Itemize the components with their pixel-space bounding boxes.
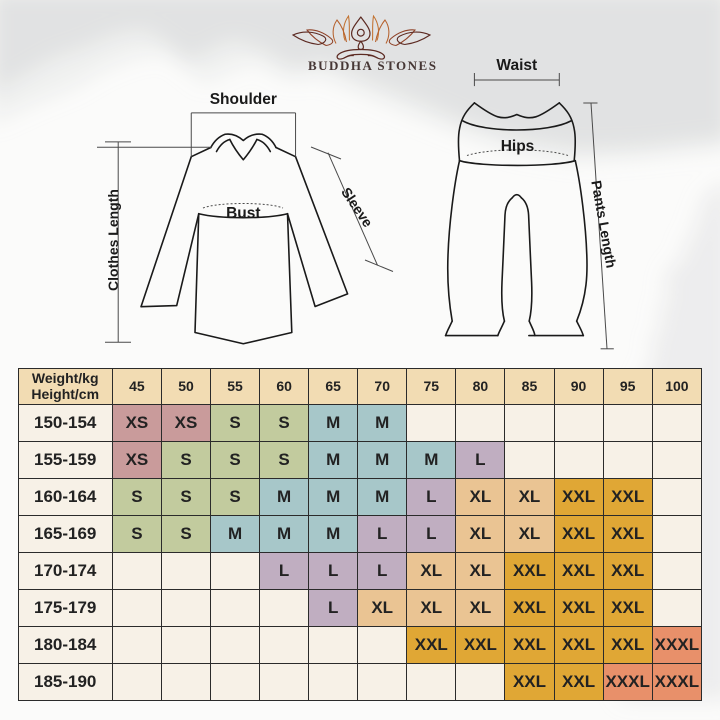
svg-text:Bust: Bust [226,205,260,222]
svg-text:Pants Length: Pants Length [588,179,619,269]
svg-text:Sleeve: Sleeve [338,184,376,230]
svg-text:Hips: Hips [501,138,535,155]
svg-text:Waist: Waist [496,57,537,74]
svg-text:Clothes Length: Clothes Length [105,189,121,291]
svg-text:Shoulder: Shoulder [210,91,277,108]
